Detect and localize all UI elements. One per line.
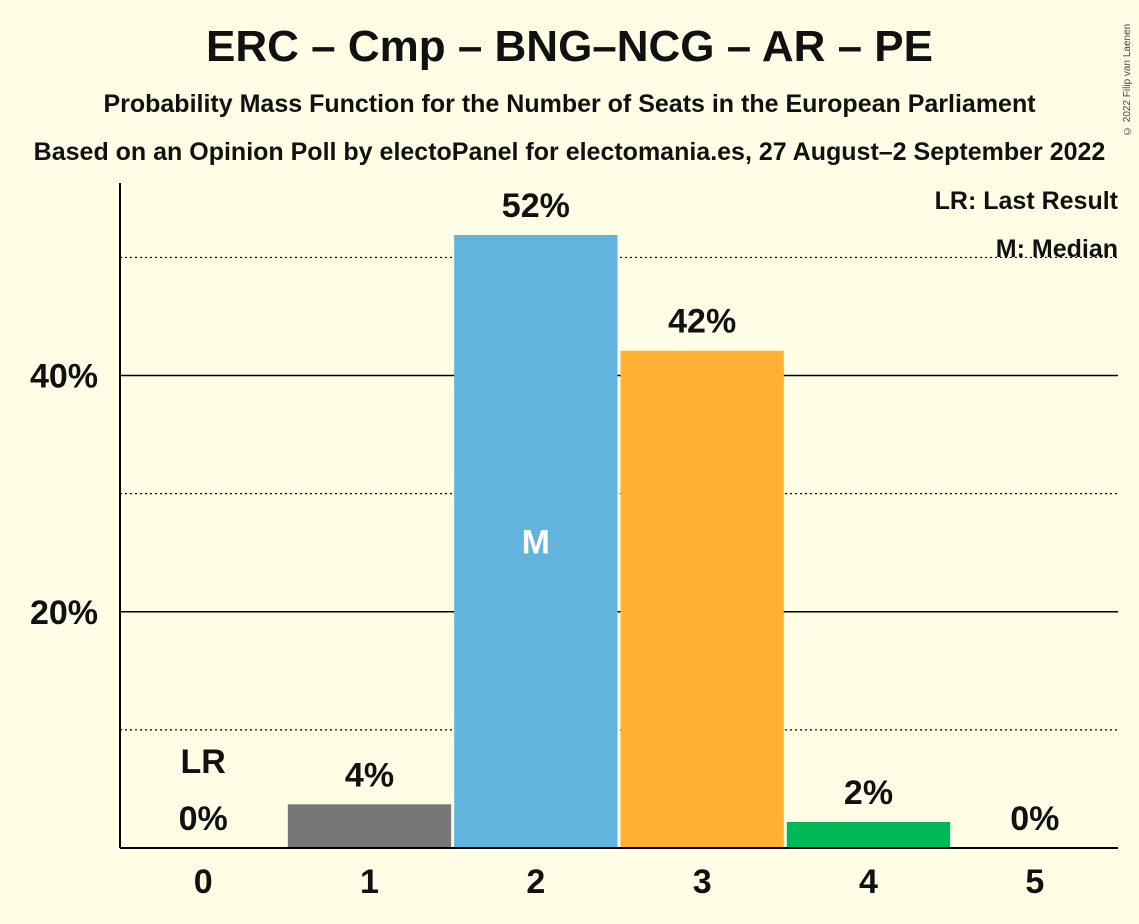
gridlines [120, 256, 1118, 731]
bar [287, 804, 452, 848]
x-tick-label: 4 [859, 863, 878, 901]
y-tick-label: 40% [30, 358, 98, 396]
bar-value-label: 4% [345, 756, 394, 794]
chart-source: Based on an Opinion Poll by electoPanel … [33, 138, 1106, 166]
chart-subtitle: Probability Mass Function for the Number… [103, 90, 1036, 118]
x-tick-label: 1 [360, 863, 379, 901]
data-labels: 0% 4% 52% 42% 2% 0% M LR [179, 187, 1060, 838]
median-marker: M [522, 523, 550, 561]
bar [786, 822, 951, 848]
bar-value-label: 2% [844, 774, 893, 812]
legend-last-result: LR: Last Result [935, 187, 1119, 215]
chart-title: ERC – Cmp – BNG–NCG – AR – PE [206, 22, 933, 71]
last-result-marker: LR [181, 743, 226, 781]
y-tick-label: 20% [30, 594, 98, 632]
x-tick-label: 3 [693, 863, 712, 901]
axes: 20% 40% 0 1 2 3 4 5 [30, 183, 1118, 901]
bar-value-label: 52% [502, 187, 570, 225]
bar [454, 234, 618, 849]
legend-median: M: Median [996, 235, 1118, 263]
bar-value-label: 42% [668, 303, 736, 341]
x-tick-label: 0 [194, 863, 213, 901]
bar-value-label: 0% [1010, 800, 1059, 838]
legend: LR: Last Result M: Median [935, 187, 1119, 263]
bar-value-label: 0% [179, 800, 228, 838]
bar [620, 350, 784, 848]
x-tick-label: 5 [1025, 863, 1044, 901]
bars [287, 234, 951, 849]
x-tick-label: 2 [526, 863, 545, 901]
